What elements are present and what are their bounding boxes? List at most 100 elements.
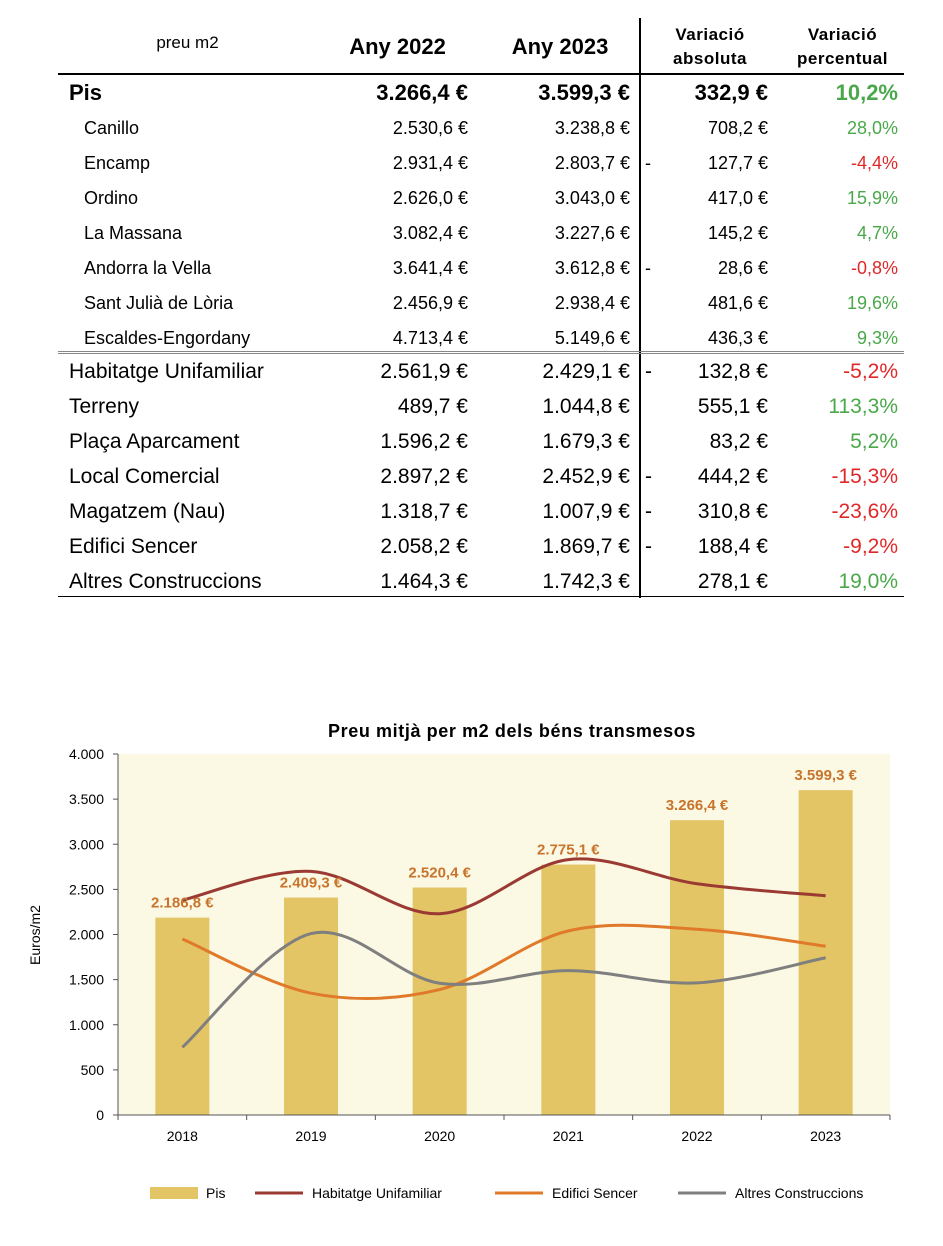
- chart-title: Preu mitjà per m2 dels béns transmesos: [328, 721, 696, 741]
- row-value-2023: 1.044,8 €: [542, 395, 630, 418]
- bar-2020: [412, 887, 467, 1115]
- bar-2018: [155, 917, 210, 1115]
- y-tick-label: 2.500: [69, 881, 104, 897]
- row-abs-variation: 278,1 €: [697, 570, 768, 593]
- row-name: Escaldes-Engordany: [84, 328, 251, 348]
- x-tick-label: 2019: [295, 1128, 326, 1144]
- row-abs-variation: 132,8 €: [697, 360, 768, 383]
- row-value-2023: 2.429,1 €: [542, 360, 630, 383]
- bar-label-2022: 3.266,4 €: [666, 797, 729, 814]
- row-pct-variation: 9,3%: [856, 328, 898, 348]
- legend-label-altres-construccions: Altres Construccions: [735, 1185, 863, 1201]
- row-value-2023: 2.803,7 €: [554, 153, 630, 173]
- row-value-2022: 1.596,2 €: [380, 430, 468, 453]
- row-value-2022: 2.897,2 €: [380, 465, 468, 488]
- header-var-abs: Variació absoluta: [673, 25, 747, 68]
- plot-area: [118, 754, 890, 1115]
- y-tick-label: 500: [81, 1062, 105, 1078]
- row-value-2023: 2.938,4 €: [554, 293, 630, 313]
- row-name: Encamp: [84, 153, 151, 173]
- row-abs-variation: 417,0 €: [707, 188, 768, 208]
- row-abs-variation: 28,6 €: [717, 258, 768, 278]
- row-value-2023: 3.599,3 €: [538, 80, 630, 105]
- legend-label-pis: Pis: [206, 1185, 225, 1201]
- row-pct-variation: -9,2%: [843, 535, 898, 558]
- header-2022: Any 2022: [349, 34, 446, 59]
- y-tick-label: 3.500: [69, 791, 104, 807]
- row-pct-variation: -23,6%: [831, 500, 898, 523]
- row-abs-variation: 83,2 €: [709, 430, 768, 453]
- x-tick-label: 2022: [681, 1128, 712, 1144]
- row-sign: -: [645, 535, 652, 558]
- row-abs-variation: 444,2 €: [697, 465, 768, 488]
- row-name: Ordino: [84, 188, 139, 208]
- row-value-2022: 1.464,3 €: [380, 570, 468, 593]
- y-tick-label: 3.000: [69, 836, 104, 852]
- row-name: Canillo: [84, 118, 140, 138]
- y-tick-label: 0: [96, 1107, 104, 1123]
- row-abs-variation: 310,8 €: [697, 500, 768, 523]
- row-name: Habitatge Unifamiliar: [69, 360, 264, 383]
- row-pct-variation: 15,9%: [846, 188, 898, 208]
- row-abs-variation: 555,1 €: [697, 395, 768, 418]
- header-var-pct: Variació percentual: [797, 25, 888, 68]
- row-value-2022: 2.931,4 €: [392, 153, 468, 173]
- row-value-2023: 3.227,6 €: [554, 223, 630, 243]
- bar-label-2021: 2.775,1 €: [537, 842, 600, 859]
- line-altres-construccions: [181, 930, 826, 1049]
- row-abs-variation: 481,6 €: [707, 293, 768, 313]
- legend-swatch-pis: [150, 1187, 198, 1199]
- row-pct-variation: 113,3%: [828, 395, 898, 418]
- row-pct-variation: -15,3%: [831, 465, 898, 488]
- row-name: Andorra la Vella: [84, 258, 212, 278]
- row-abs-variation: 708,2 €: [707, 118, 768, 138]
- row-abs-variation: 188,4 €: [697, 535, 768, 558]
- row-abs-variation: 436,3 €: [707, 328, 768, 348]
- row-sign: -: [645, 153, 651, 173]
- row-name: Plaça Aparcament: [69, 430, 240, 453]
- row-name: Altres Construccions: [69, 570, 262, 593]
- line-edifici-sencer: [181, 923, 826, 1001]
- row-value-2022: 3.641,4 €: [392, 258, 468, 278]
- row-abs-variation: 145,2 €: [707, 223, 768, 243]
- row-name: Edifici Sencer: [69, 535, 198, 558]
- row-value-2022: 4.713,4 €: [392, 328, 468, 348]
- x-tick-label: 2018: [167, 1128, 198, 1144]
- row-value-2022: 1.318,7 €: [380, 500, 468, 523]
- row-pct-variation: 5,2%: [850, 430, 898, 453]
- header-label: preu m2: [156, 33, 219, 52]
- y-tick-label: 2.000: [69, 927, 104, 943]
- bar-2023: [798, 790, 853, 1115]
- row-sign: -: [645, 500, 652, 523]
- row-pct-variation: 4,7%: [856, 223, 898, 243]
- row-name: Sant Julià de Lòria: [84, 293, 234, 313]
- row-name: La Massana: [84, 223, 183, 243]
- row-value-2022: 2.561,9 €: [380, 360, 468, 383]
- y-tick-label: 1.500: [69, 972, 104, 988]
- line-habitatge-unifamiliar: [182, 857, 826, 916]
- price-chart: Preu mitjà per m2 dels béns transmesos 2…: [27, 721, 891, 1201]
- row-value-2023: 3.238,8 €: [554, 118, 630, 138]
- x-tick-label: 2023: [810, 1128, 841, 1144]
- row-pct-variation: 19,0%: [838, 570, 898, 593]
- row-pct-variation: 28,0%: [846, 118, 898, 138]
- row-value-2023: 1.742,3 €: [542, 570, 630, 593]
- bar-2019: [284, 897, 338, 1115]
- x-tick-label: 2020: [424, 1128, 455, 1144]
- row-value-2023: 2.452,9 €: [542, 465, 630, 488]
- row-value-2023: 3.612,8 €: [554, 258, 630, 278]
- y-axis-label: Euros/m2: [27, 905, 43, 965]
- row-value-2023: 5.149,6 €: [554, 328, 630, 348]
- x-tick-label: 2021: [553, 1128, 584, 1144]
- row-value-2022: 2.530,6 €: [392, 118, 468, 138]
- bar-label-2020: 2.520,4 €: [408, 865, 471, 882]
- table-bottom-border: [58, 596, 904, 597]
- row-pct-variation: 19,6%: [846, 293, 898, 313]
- row-value-2023: 3.043,0 €: [554, 188, 630, 208]
- row-sign: -: [645, 465, 652, 488]
- row-value-2023: 1.679,3 €: [542, 430, 630, 453]
- legend-label-edifici-sencer: Edifici Sencer: [552, 1185, 638, 1201]
- row-value-2023: 1.869,7 €: [542, 535, 630, 558]
- bar-label-2023: 3.599,3 €: [794, 767, 857, 784]
- y-tick-label: 1.000: [69, 1017, 104, 1033]
